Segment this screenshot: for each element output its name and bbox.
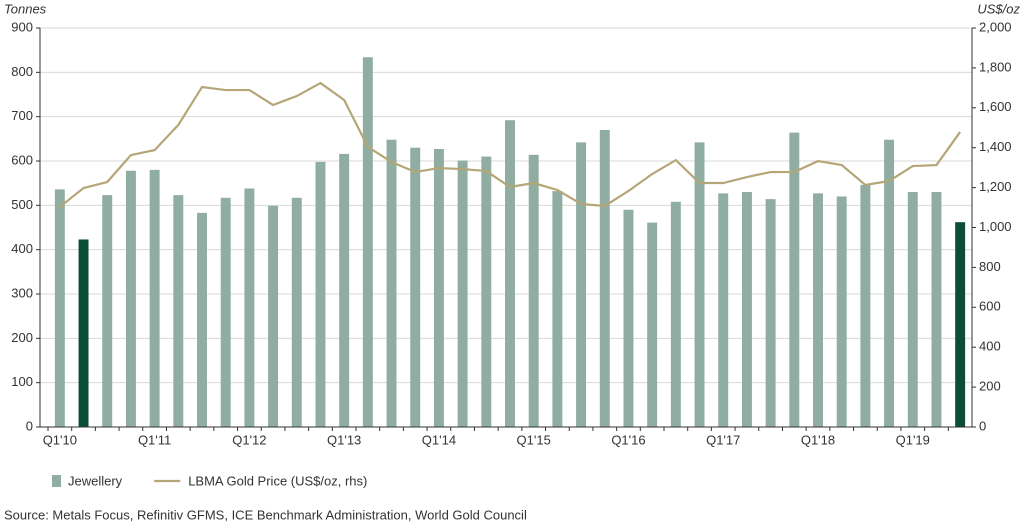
bar: [102, 195, 113, 427]
bar: [54, 189, 65, 427]
y2-tick-label: 800: [979, 259, 1001, 274]
y-axis-label: Tonnes: [4, 1, 47, 16]
y-tick-label: 500: [11, 197, 33, 212]
y2-tick-label: 600: [979, 299, 1001, 314]
legend-label: Jewellery: [68, 473, 123, 488]
bar: [481, 156, 492, 428]
x-tick-label: Q1'19: [896, 432, 930, 447]
bar: [741, 192, 752, 427]
x-tick-label: Q1'10: [43, 432, 77, 447]
bar: [457, 160, 468, 427]
bar: [789, 132, 800, 428]
bar: [78, 239, 89, 427]
bar: [339, 153, 350, 427]
bar: [268, 205, 279, 427]
bar: [718, 193, 729, 427]
y2-tick-label: 1,000: [979, 219, 1012, 234]
x-tick-label: Q1'18: [801, 432, 835, 447]
y2-axis-label: US$/oz: [977, 1, 1020, 16]
bar: [623, 209, 634, 427]
y-tick-label: 300: [11, 285, 33, 300]
bar: [860, 184, 871, 427]
bar: [884, 139, 895, 427]
bar: [410, 147, 421, 427]
y-tick-label: 400: [11, 241, 33, 256]
y-tick-label: 800: [11, 64, 33, 79]
legend-label: LBMA Gold Price (US$/oz, rhs): [188, 473, 367, 488]
bar: [907, 192, 918, 427]
bar: [362, 57, 373, 427]
x-tick-label: Q1'15: [517, 432, 551, 447]
bar: [931, 192, 942, 427]
bar: [125, 170, 136, 427]
bar: [244, 188, 255, 427]
bar: [552, 191, 563, 427]
y2-tick-label: 1,600: [979, 99, 1012, 114]
x-tick-label: Q1'17: [706, 432, 740, 447]
bar: [315, 161, 326, 428]
bar: [955, 222, 966, 427]
source: Source: Metals Focus, Refinitiv GFMS, IC…: [4, 507, 527, 522]
bar: [694, 142, 705, 427]
bar: [149, 169, 160, 427]
y-tick-label: 100: [11, 374, 33, 389]
bar: [220, 197, 231, 427]
bar: [386, 139, 397, 427]
bar: [291, 197, 302, 427]
y2-tick-label: 2,000: [979, 19, 1012, 34]
y-tick-label: 0: [26, 418, 33, 433]
bar: [505, 120, 515, 428]
bar: [670, 201, 681, 427]
bar: [813, 193, 823, 427]
bar: [836, 196, 847, 427]
y2-tick-label: 400: [979, 339, 1001, 354]
bar: [197, 212, 207, 427]
y-tick-label: 600: [11, 152, 33, 167]
bar: [765, 199, 776, 427]
y-tick-label: 900: [11, 19, 33, 34]
x-tick-label: Q1'12: [232, 432, 266, 447]
bar: [433, 149, 444, 427]
x-tick-label: Q1'14: [422, 432, 456, 447]
bar: [576, 142, 587, 427]
y2-tick-label: 1,400: [979, 139, 1012, 154]
y-tick-label: 200: [11, 330, 33, 345]
x-tick-label: Q1'13: [327, 432, 361, 447]
x-tick-label: Q1'16: [611, 432, 645, 447]
x-tick-label: Q1'11: [138, 432, 171, 447]
bar: [528, 154, 539, 427]
bar: [599, 129, 610, 427]
y2-tick-label: 1,800: [979, 59, 1012, 74]
bar: [647, 222, 658, 427]
legend-swatch: [52, 475, 61, 487]
y2-tick-label: 200: [979, 379, 1001, 394]
y2-tick-label: 0: [979, 418, 986, 433]
bar: [173, 195, 184, 427]
y-tick-label: 700: [11, 108, 33, 123]
y2-tick-label: 1,200: [979, 179, 1012, 194]
line: [59, 81, 962, 208]
